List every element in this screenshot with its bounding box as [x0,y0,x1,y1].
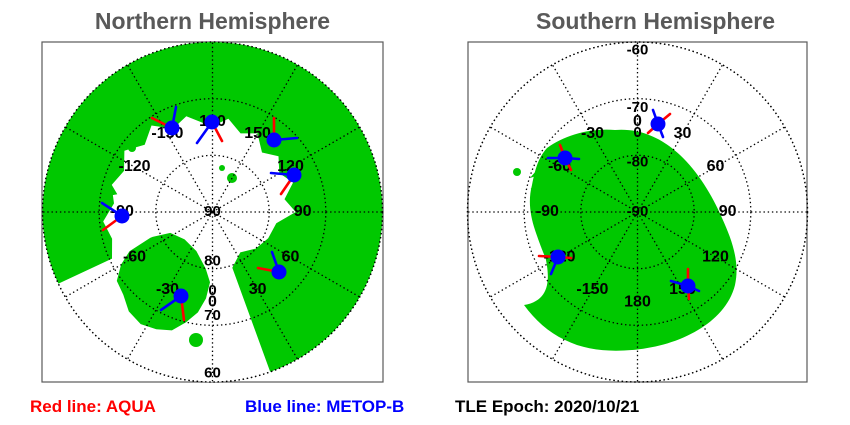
svg-text:90: 90 [294,203,312,220]
svg-text:60: 60 [707,158,725,175]
svg-text:30: 30 [249,281,267,298]
svg-text:0: 0 [633,124,641,141]
svg-text:-60: -60 [627,41,649,58]
svg-text:-90: -90 [536,203,559,220]
svg-text:0: 0 [208,282,216,299]
svg-text:60: 60 [204,365,221,382]
svg-text:-70: -70 [627,99,649,116]
svg-text:90: 90 [719,203,737,220]
svg-text:-60: -60 [123,248,146,265]
svg-text:-30: -30 [581,125,604,142]
svg-text:80: 80 [204,252,221,269]
svg-text:-80: -80 [627,153,649,170]
svg-text:120: 120 [702,248,729,265]
svg-text:90: 90 [204,203,221,220]
svg-text:-90: -90 [627,203,649,220]
svg-text:180: 180 [624,293,651,310]
svg-text:-150: -150 [576,281,608,298]
svg-text:-120: -120 [118,158,150,175]
svg-text:70: 70 [204,307,221,324]
svg-text:60: 60 [282,248,300,265]
svg-text:30: 30 [674,125,692,142]
